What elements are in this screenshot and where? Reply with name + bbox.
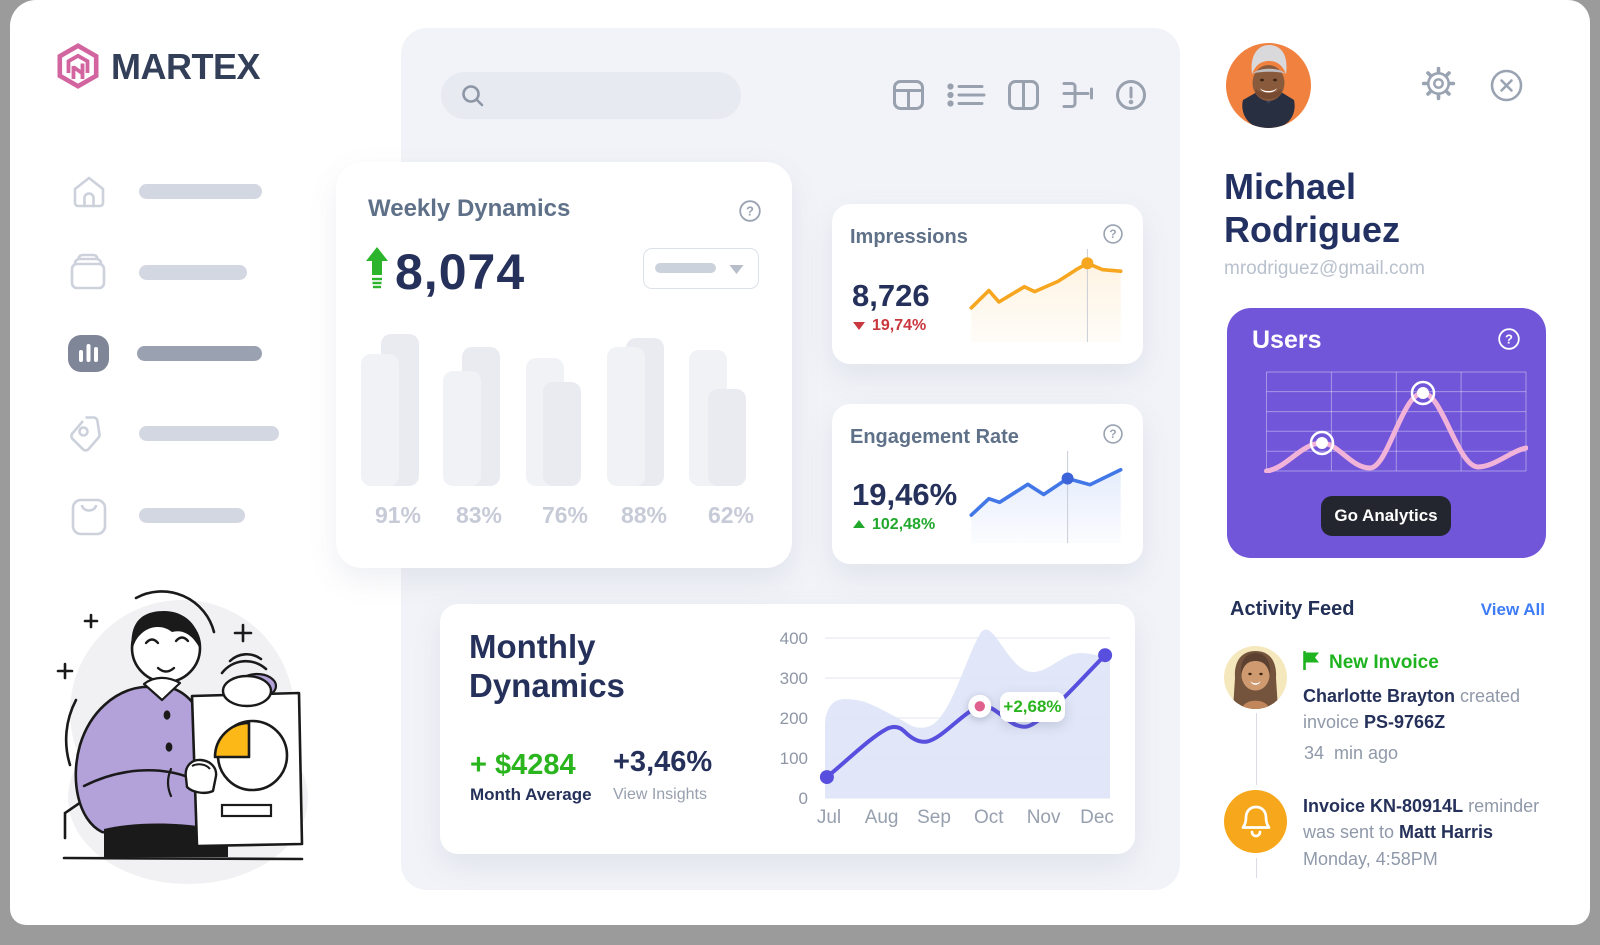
svg-text:?: ?: [746, 204, 754, 219]
svg-text:?: ?: [1109, 227, 1116, 241]
svg-text:?: ?: [1505, 332, 1513, 347]
svg-text:?: ?: [1109, 427, 1116, 441]
